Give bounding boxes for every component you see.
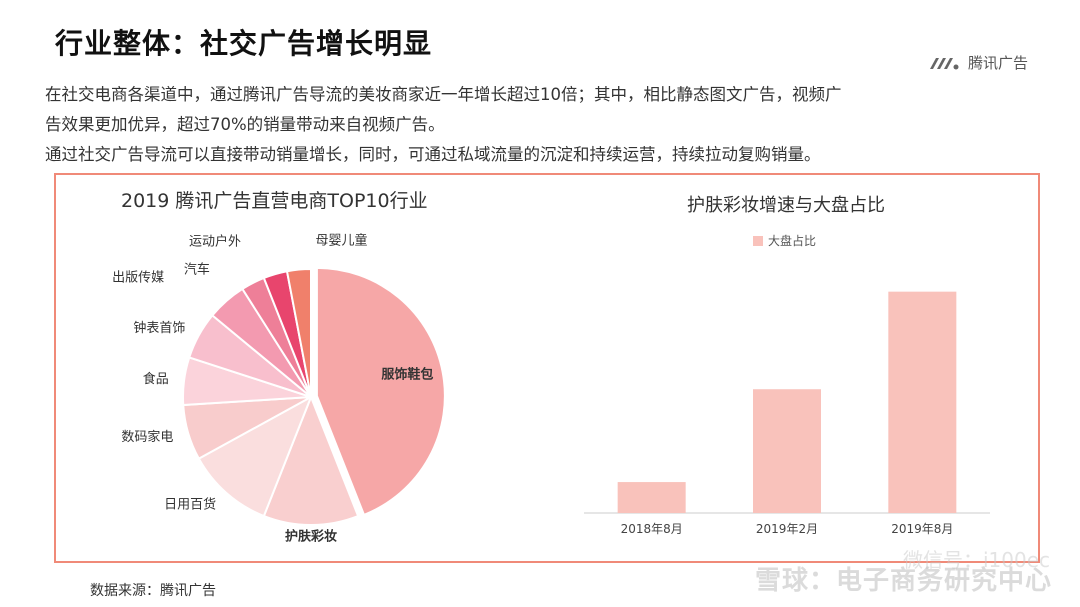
x-tick-label: 2019年2月	[756, 522, 818, 536]
bar-chart-title: 护肤彩妆增速与大盘占比	[687, 195, 885, 216]
pie-slice	[285, 267, 312, 398]
pie-slice-label: 运动户外	[189, 233, 241, 249]
pie-slice-label: 数码家电	[121, 429, 173, 445]
pie-slice-label: 出版传媒	[112, 270, 164, 285]
page-title: 行业整体：社交广告增长明显	[55, 27, 433, 60]
watermark-xueqiu: 雪球：电子商务研究中心	[754, 566, 1052, 596]
watermark-wechat: 微信号：i100ec	[902, 548, 1050, 572]
pie-slice-label: 服饰鞋包	[381, 367, 433, 383]
pie-slice-label: 母婴儿童	[316, 232, 368, 248]
brand-logo: 腾讯广告	[928, 52, 1028, 73]
bar	[753, 389, 821, 513]
description-line-3: 通过社交广告导流可以直接带动销量增长，同时，可通过私域流量的沉淀和持续运营，持续…	[45, 145, 821, 164]
pie-slice-label: 钟表首饰	[133, 320, 185, 336]
pie-slice	[315, 266, 446, 517]
data-source: 数据来源：腾讯广告	[90, 583, 216, 599]
description-line-2: 告效果更加优异，超过70%的销量带动来自视频广告。	[45, 115, 445, 134]
pie-chart-title: 2019 腾讯广告直营电商TOP10行业	[121, 190, 428, 212]
x-tick-label: 2019年8月	[891, 522, 953, 536]
pie-slice-label: 食品	[143, 371, 169, 387]
bar	[617, 482, 686, 513]
pie-slice-label: 护肤彩妆	[285, 529, 337, 545]
pie-slice	[197, 394, 313, 518]
pie-slice-label: 日用百货	[164, 497, 216, 513]
description: 在社交电商各渠道中，通过腾讯广告导流的美妆商家近一年增长超过10倍；其中，相比静…	[45, 80, 1045, 170]
bar	[888, 291, 957, 513]
tencent-ads-logo-icon	[929, 57, 959, 69]
legend-label: 大盘占比	[768, 233, 816, 248]
pie-slice	[262, 394, 360, 526]
chart-frame: 2019 腾讯广告直营电商TOP10行业服饰鞋包护肤彩妆 日用百货 数码家电 食品 钟表…	[54, 173, 1040, 563]
x-tick-label: 2018年8月	[621, 522, 683, 536]
legend-swatch	[753, 236, 763, 246]
description-line-1: 在社交电商各渠道中，通过腾讯广告导流的美妆商家近一年增长超过10倍；其中，相比静…	[45, 85, 842, 104]
pie-slice-label: 汽车	[184, 261, 210, 277]
brand-name: 腾讯广告	[967, 54, 1028, 72]
